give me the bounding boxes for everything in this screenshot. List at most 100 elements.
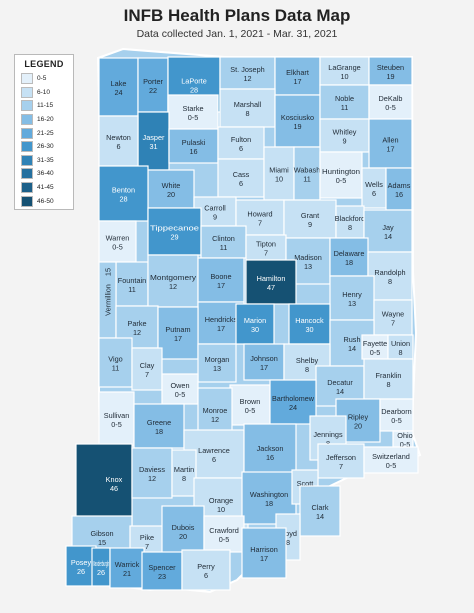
legend-label: 6-10 — [37, 88, 51, 96]
county-shape — [217, 158, 265, 198]
county-value: 24 — [289, 403, 297, 412]
county-value: 6 — [239, 179, 243, 188]
county-value: 10 — [275, 175, 283, 184]
county-name: Vigo — [108, 355, 122, 364]
county-value: 14 — [316, 512, 324, 521]
county-shape — [243, 343, 285, 381]
county-value: 12 — [169, 282, 177, 291]
county-value: 9 — [213, 213, 217, 222]
county-value: 26 — [97, 568, 105, 577]
county-value: 11 — [220, 243, 228, 252]
county-vermillion: Vermillion 15 — [98, 261, 117, 339]
county-name: Miami — [269, 166, 289, 175]
county-name: Tippecanoe — [150, 224, 199, 233]
county-name: Vanderburgh — [93, 559, 109, 568]
county-value: 13 — [304, 262, 312, 271]
county-value: 16 — [395, 190, 403, 199]
county-shape — [109, 547, 145, 589]
legend-item: 0-5 — [15, 72, 73, 86]
legend-swatch — [21, 182, 33, 194]
legend-swatch — [21, 100, 33, 112]
county-shape — [363, 209, 413, 253]
county-name: Switzerland — [372, 452, 410, 461]
county-name: Allen — [382, 136, 398, 145]
county-shape — [363, 446, 419, 474]
county-value: 9 — [342, 137, 346, 146]
county-shape — [329, 275, 375, 321]
county-name: Washington — [250, 490, 288, 499]
county-value: 0-5 — [175, 390, 186, 399]
county-shape — [245, 259, 297, 305]
legend-swatch — [21, 141, 33, 153]
county-name: Wayne — [382, 310, 404, 319]
county-value: 8 — [286, 538, 290, 547]
legend-item: 31-35 — [15, 154, 73, 168]
county-value: 17 — [217, 324, 225, 333]
legend-item: 11-15 — [15, 99, 73, 113]
county-name: Delaware — [334, 249, 365, 258]
county-value: 8 — [388, 277, 392, 286]
county-value: 13 — [213, 364, 221, 373]
county-value: 24 — [114, 88, 122, 97]
county-name: Marshall — [234, 100, 262, 109]
county-name: Fulton — [231, 135, 251, 144]
county-shape — [171, 449, 197, 497]
county-value: 6 — [239, 144, 243, 153]
county-value: 19 — [386, 72, 394, 81]
county-value: 8 — [305, 365, 309, 374]
county-value: 16 — [266, 453, 274, 462]
county-value: 26 — [77, 567, 85, 576]
county-name: Franklin — [376, 371, 402, 380]
legend-label: 0-5 — [37, 75, 47, 83]
county-name: Benton — [112, 186, 135, 195]
county-name: Bartholomew — [272, 394, 315, 403]
county-name: Decatur — [327, 378, 353, 387]
legend-item: 16-20 — [15, 113, 73, 127]
county-value: 0-5 — [112, 243, 123, 252]
county-shape — [197, 343, 237, 383]
county-value: 0-5 — [400, 440, 411, 449]
legend-swatch — [21, 73, 33, 85]
county-value: 15 — [98, 538, 106, 547]
county-value: 8 — [398, 348, 402, 357]
county-value: 9 — [308, 220, 312, 229]
county-value: 7 — [391, 319, 395, 328]
county-value: 14 — [336, 387, 344, 396]
county-name: Posey — [71, 558, 92, 567]
county-name: Dubois — [172, 523, 195, 532]
legend-swatch — [21, 127, 33, 139]
county-name: Crawford — [209, 526, 239, 535]
map-title: INFB Health Plans Data Map — [123, 6, 351, 25]
county-name: Putnam — [165, 325, 190, 334]
county-value: 20 — [167, 190, 175, 199]
county-value: 6 — [212, 455, 216, 464]
legend-label: 16-20 — [37, 116, 54, 124]
county-value: 17 — [217, 281, 225, 290]
legend-swatch — [21, 154, 33, 166]
county-shape — [368, 84, 413, 120]
county-name: Owen — [170, 381, 189, 390]
county-name: Jay — [382, 223, 394, 232]
county-value: 17 — [386, 145, 394, 154]
county-name: Monroe — [203, 406, 228, 415]
county-value: 20 — [354, 422, 362, 431]
